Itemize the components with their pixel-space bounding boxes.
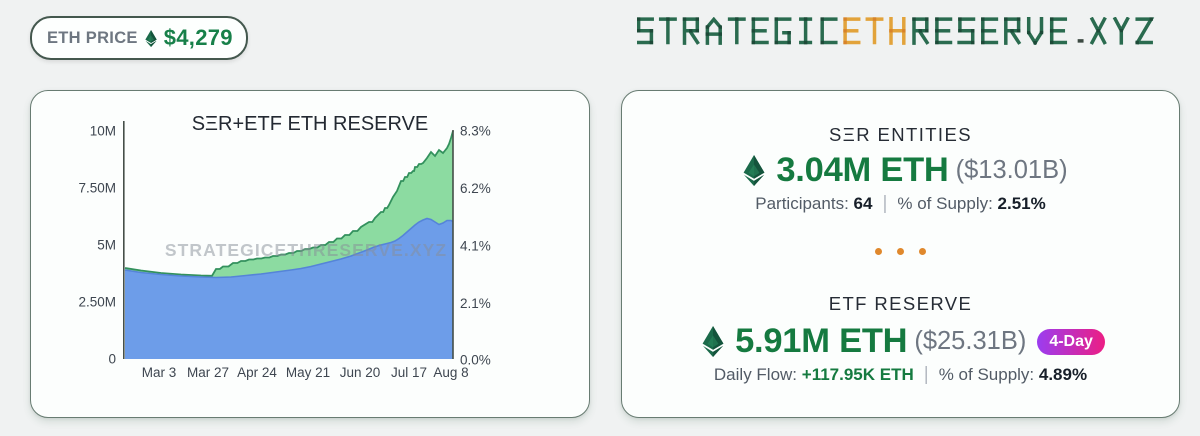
svg-text:Mar 3: Mar 3 <box>142 365 177 380</box>
svg-text:6.2%: 6.2% <box>460 181 491 196</box>
svg-text:5M: 5M <box>97 238 116 253</box>
svg-text:10M: 10M <box>90 124 116 139</box>
svg-text:Jul 17: Jul 17 <box>391 365 427 380</box>
svg-text:Mar 27: Mar 27 <box>187 365 229 380</box>
svg-text:4.1%: 4.1% <box>460 239 491 254</box>
svg-text:STRATEGICETHRESERVE.XYZ: STRATEGICETHRESERVE.XYZ <box>165 240 447 260</box>
svg-text:0.0%: 0.0% <box>460 353 491 368</box>
svg-text:SΞR+ETF ETH RESERVE: SΞR+ETF ETH RESERVE <box>192 113 429 135</box>
svg-text:May 21: May 21 <box>286 365 330 380</box>
svg-text:Jun 20: Jun 20 <box>340 365 381 380</box>
svg-text:7.50M: 7.50M <box>78 181 116 196</box>
svg-text:Apr 24: Apr 24 <box>237 365 277 380</box>
svg-text:2.50M: 2.50M <box>78 295 116 310</box>
svg-text:Aug 8: Aug 8 <box>433 365 468 380</box>
svg-text:0: 0 <box>108 352 116 367</box>
svg-text:8.3%: 8.3% <box>460 124 491 139</box>
svg-text:2.1%: 2.1% <box>460 296 491 311</box>
